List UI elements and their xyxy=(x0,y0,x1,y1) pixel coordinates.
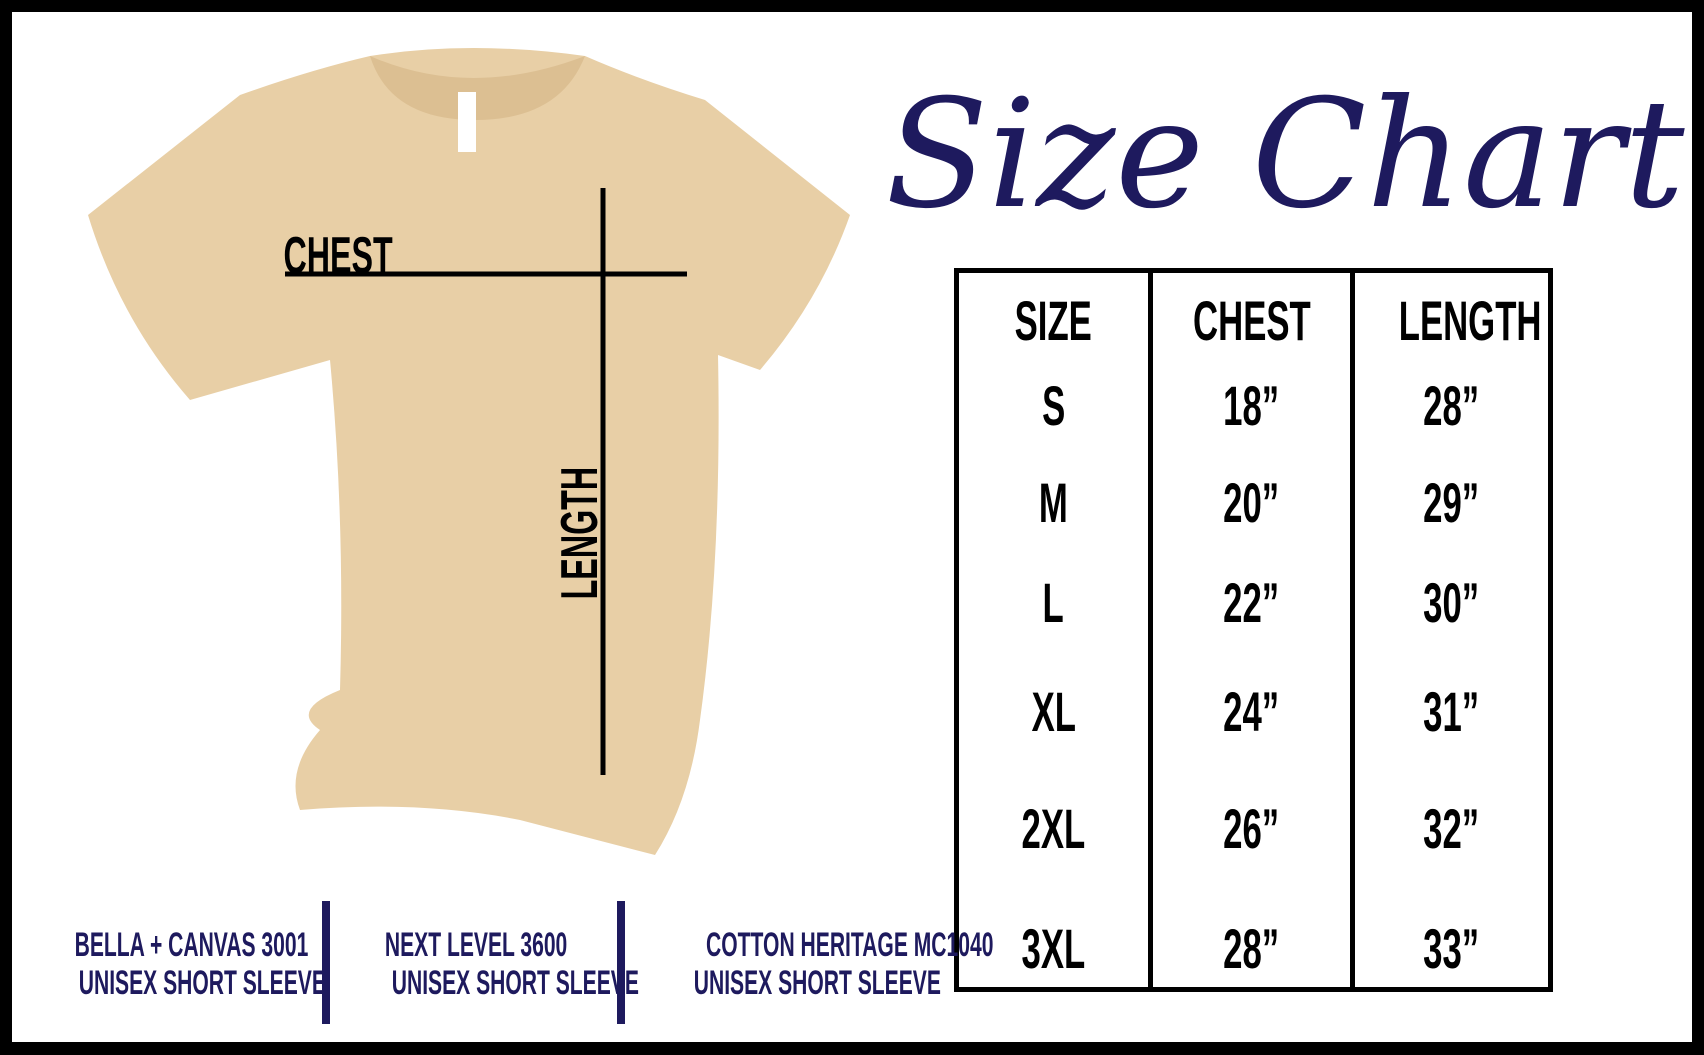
brand-bella-canvas: BELLA + CANVAS 3001 UNISEX SHORT SLEEVE xyxy=(74,926,326,1002)
length-label: LENGTH xyxy=(551,466,609,600)
brand-cotton-heritage: COTTON HERITAGE MC1040 UNISEX SHORT SLEEV… xyxy=(693,926,994,1002)
size-cell: L xyxy=(1042,571,1065,634)
chest-column: CHEST 18” 20” 22” 24” 26” 28” xyxy=(1153,273,1350,987)
tshirt-collar xyxy=(370,56,585,120)
header-chest: CHEST xyxy=(1192,289,1311,352)
chest-cell: 20” xyxy=(1223,471,1280,534)
chest-cell: 26” xyxy=(1223,797,1280,860)
length-cell: 31” xyxy=(1423,680,1480,743)
header-length: LENGTH xyxy=(1398,289,1542,352)
size-cell: 3XL xyxy=(1021,917,1086,980)
chest-cell: 18” xyxy=(1223,374,1280,437)
length-cell: 32” xyxy=(1423,797,1480,860)
length-column: LENGTH 28” 29” 30” 31” 32” 33” xyxy=(1355,273,1548,987)
size-cell: M xyxy=(1039,471,1068,534)
chest-cell: 22” xyxy=(1223,571,1280,634)
chest-cell: 28” xyxy=(1223,917,1280,980)
page-title: Size Chart xyxy=(885,68,1685,242)
tshirt-tag xyxy=(458,92,476,152)
brand-divider xyxy=(322,901,330,1024)
size-cell: XL xyxy=(1031,680,1076,743)
brand-divider xyxy=(617,901,625,1024)
length-cell: 33” xyxy=(1423,917,1480,980)
header-size: SIZE xyxy=(1014,289,1093,352)
size-table: SIZE S M L XL 2XL 3XL CHEST 18” 20” 22” 24” 26” 28” … xyxy=(954,268,1553,992)
chest-cell: 24” xyxy=(1223,680,1280,743)
length-cell: 28” xyxy=(1423,374,1480,437)
length-cell: 29” xyxy=(1423,471,1480,534)
length-cell: 30” xyxy=(1423,571,1480,634)
size-column: SIZE S M L XL 2XL 3XL xyxy=(959,273,1148,987)
size-cell: S xyxy=(1041,374,1066,437)
size-cell: 2XL xyxy=(1021,797,1086,860)
chest-label: CHEST xyxy=(283,227,393,285)
tshirt-shape xyxy=(88,48,850,855)
brand-next-level: NEXT LEVEL 3600 UNISEX SHORT SLEEVE xyxy=(384,926,639,1002)
